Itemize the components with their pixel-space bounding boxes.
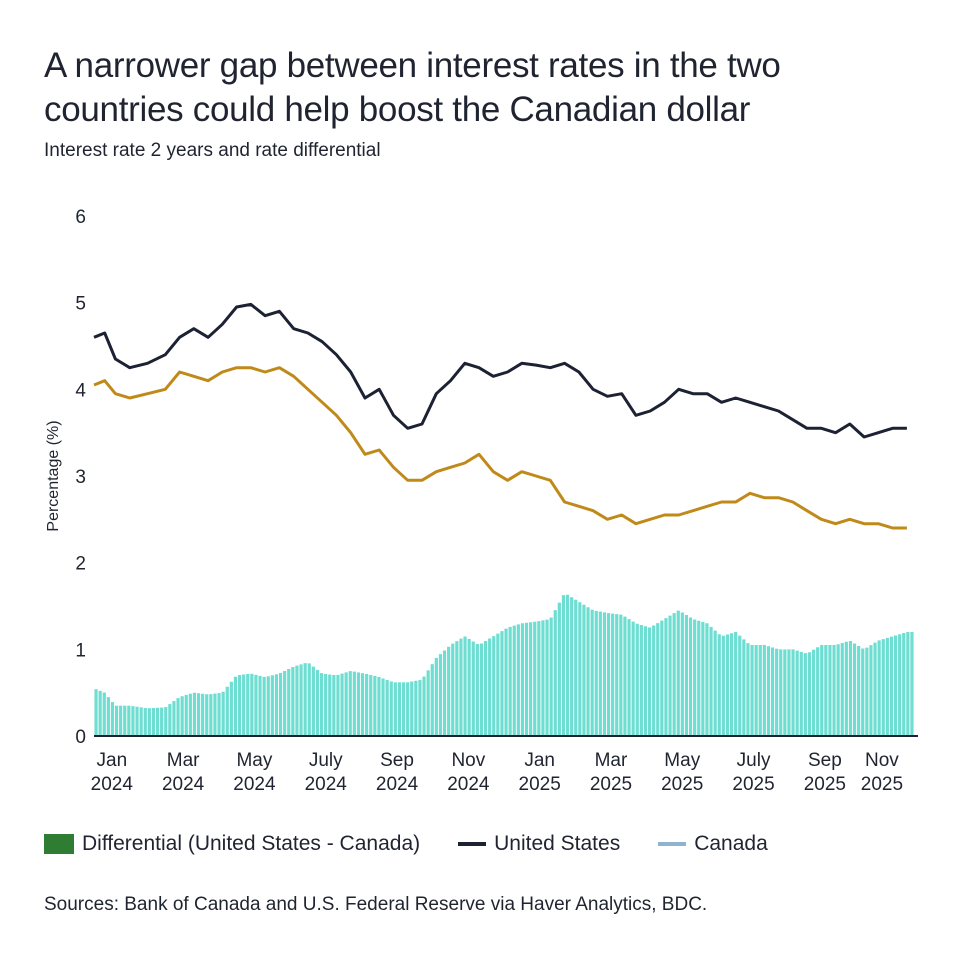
united-states-line: [93, 302, 907, 439]
x-tick-label: 2025: [519, 774, 561, 795]
x-tick-label: 2025: [861, 774, 903, 795]
legend-label-united-states: United States: [494, 832, 621, 855]
y-tick-label: 1: [75, 640, 86, 661]
legend-swatch-canada: [658, 842, 687, 846]
x-tick-label: Jan: [524, 750, 555, 771]
legend-label-differential: Differential (United States - Canada): [82, 832, 421, 855]
chart-subtitle: Interest rate 2 years and rate different…: [44, 140, 381, 161]
legend-item-united-states: United States: [458, 832, 620, 856]
y-axis-label: Percentage (%): [45, 420, 62, 531]
legend-swatch-united-states: [458, 842, 487, 846]
x-tick-label: May: [236, 750, 272, 771]
legend-label-canada: Canada: [694, 832, 768, 855]
x-tick-label: 2024: [447, 774, 490, 795]
x-tick-label: Nov: [451, 750, 485, 771]
source-note: Sources: Bank of Canada and U.S. Federal…: [44, 894, 708, 915]
legend-item-canada: Canada: [658, 832, 768, 856]
x-tick-label: Nov: [865, 750, 899, 771]
x-tick-label: Mar: [595, 750, 628, 771]
legend: Differential (United States - Canada) Un…: [44, 832, 806, 856]
x-tick-label: Mar: [167, 750, 200, 771]
y-tick-label: 0: [75, 727, 86, 748]
y-tick-label: 2: [75, 554, 86, 575]
x-tick-label: July: [737, 750, 771, 771]
x-tick-label: 2025: [732, 774, 774, 795]
x-tick-label: 2025: [590, 774, 632, 795]
x-tick-label: 2024: [233, 774, 276, 795]
legend-item-differential: Differential (United States - Canada): [44, 832, 420, 856]
x-tick-label: 2024: [91, 774, 134, 795]
x-tick-label: Jan: [97, 750, 128, 771]
x-tick-label: Sep: [380, 750, 414, 771]
y-tick-label: 6: [75, 207, 86, 228]
y-tick-label: 4: [75, 380, 86, 401]
x-tick-label: 2024: [376, 774, 419, 795]
x-tick-label: 2025: [804, 774, 846, 795]
x-tick-label: 2025: [661, 774, 703, 795]
x-tick-label: 2024: [162, 774, 205, 795]
canada-line: [93, 366, 907, 530]
x-tick-label: July: [309, 750, 343, 771]
chart-title: A narrower gap between interest rates in…: [44, 46, 781, 129]
x-tick-label: May: [664, 750, 700, 771]
y-tick-label: 3: [75, 467, 86, 488]
x-tick-label: 2024: [305, 774, 348, 795]
legend-swatch-differential: [44, 834, 74, 854]
x-tick-label: Sep: [808, 750, 842, 771]
y-tick-label: 5: [75, 294, 86, 315]
